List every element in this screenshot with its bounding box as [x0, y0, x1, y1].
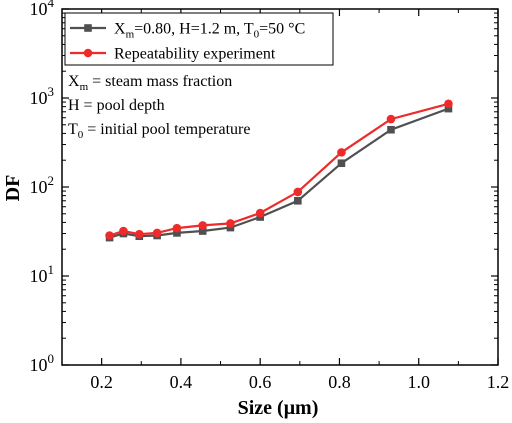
x-tick-label: 0.4 — [170, 372, 193, 392]
data-point-circle — [293, 187, 303, 197]
x-tick-label: 0.8 — [328, 372, 351, 392]
data-point-square — [173, 229, 181, 237]
y-tick-label: 102 — [30, 173, 55, 197]
y-tick-label: 103 — [30, 84, 55, 108]
x-axis-title: Size (μm) — [238, 397, 319, 419]
data-point-circle — [119, 226, 128, 236]
annotation-2: T0 = initial pool temperature — [68, 121, 250, 141]
annotations: Xm = steam mass fraction H = pool depth T0… — [68, 73, 250, 141]
data-point-circle — [444, 99, 453, 109]
legend-box — [64, 12, 334, 66]
y-tick-label: 101 — [30, 262, 55, 286]
data-point-circle — [226, 219, 235, 228]
data-point-square — [337, 159, 346, 168]
data-point-circle — [152, 228, 162, 238]
annotation-0: Xm = steam mass fraction — [68, 73, 232, 93]
data-point-square — [294, 196, 302, 205]
data-point-square — [387, 125, 395, 134]
data-point-square — [198, 227, 207, 235]
data-point-circle — [337, 148, 346, 157]
data-point-circle — [255, 208, 265, 218]
axes: 0.2 0.4 0.6 0.8 1.0 1.2 100 101 102 103 104 — [30, 0, 510, 392]
data-point-circle — [134, 229, 144, 239]
data-point-circle — [172, 223, 182, 233]
legend: Xm=0.80, H=1.2 m, T0=50 °C Repeatability … — [64, 12, 334, 66]
legend-marker-circle — [83, 48, 93, 58]
legend-label-0: Xm=0.80, H=1.2 m, T0=50 °C — [114, 21, 305, 41]
x-tick-label: 0.6 — [249, 372, 272, 392]
y-tick-label: 100 — [30, 351, 55, 375]
series-layer — [105, 99, 453, 242]
data-point-square — [444, 104, 453, 113]
data-point-circle — [386, 114, 396, 124]
y-axis-title: DF — [2, 175, 24, 202]
legend-label-1: Repeatability experiment — [114, 46, 276, 63]
annotation-1: H = pool depth — [68, 97, 165, 114]
data-point-circle — [198, 221, 208, 230]
x-tick-label: 1.0 — [407, 372, 430, 392]
x-tick-label: 0.2 — [90, 372, 113, 392]
data-point-circle — [105, 231, 114, 240]
x-tick-label: 1.2 — [487, 372, 510, 392]
legend-marker-square — [84, 24, 92, 32]
y-tick-label: 104 — [30, 0, 55, 19]
